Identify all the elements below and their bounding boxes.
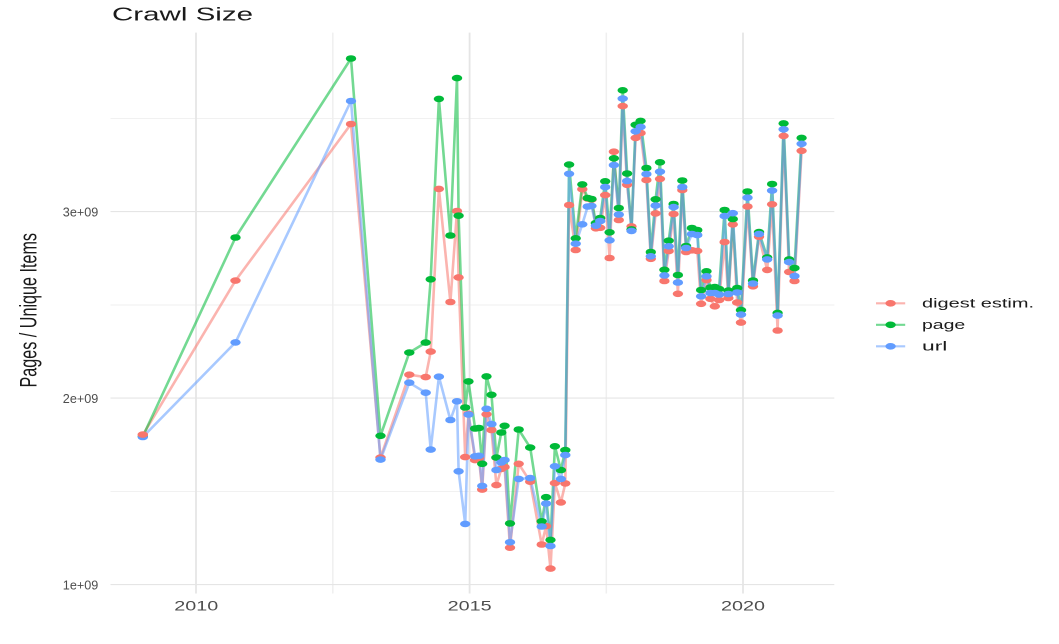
- svg-text:page: page: [922, 318, 965, 332]
- svg-text:Crawl Size: Crawl Size: [112, 4, 253, 25]
- svg-text:2020: 2020: [721, 599, 765, 614]
- svg-text:2015: 2015: [448, 599, 492, 614]
- svg-text:3e+09: 3e+09: [63, 205, 99, 219]
- svg-text:1e+09: 1e+09: [63, 578, 99, 592]
- svg-text:Pages / Unique Items: Pages / Unique Items: [16, 233, 42, 388]
- svg-text:2e+09: 2e+09: [63, 392, 99, 406]
- svg-text:digest estim.: digest estim.: [922, 297, 1034, 311]
- svg-text:url: url: [922, 340, 947, 354]
- svg-text:2010: 2010: [174, 599, 218, 614]
